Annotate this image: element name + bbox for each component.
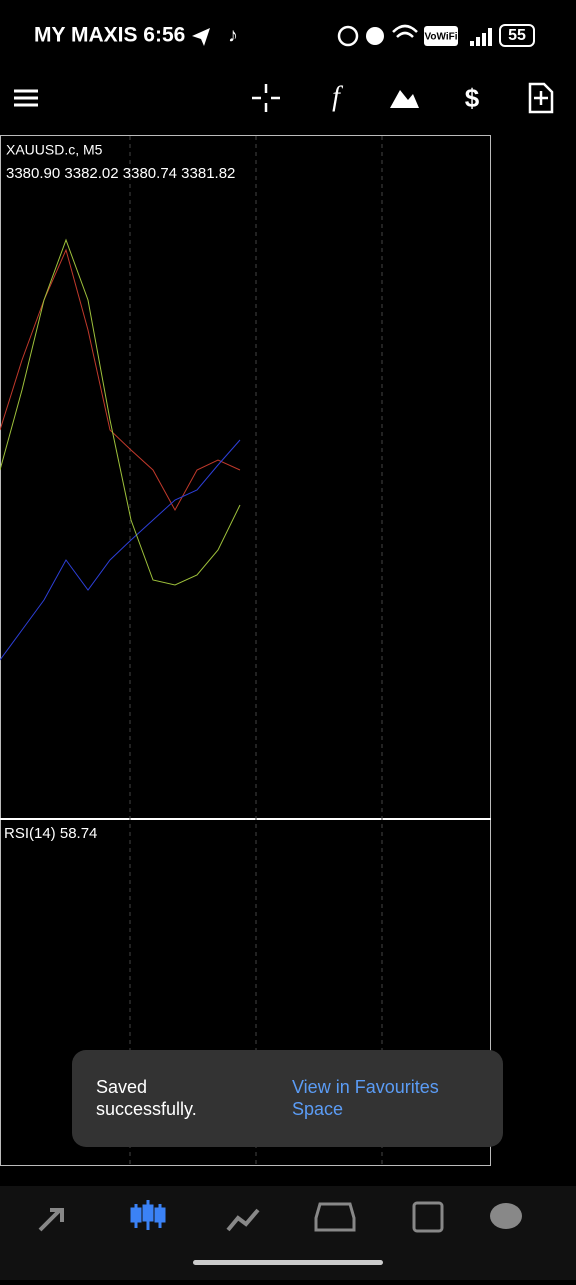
trade-button[interactable]: $ bbox=[465, 83, 480, 113]
new-order-button[interactable] bbox=[528, 82, 554, 114]
menu-button[interactable] bbox=[14, 89, 38, 107]
bottom-nav bbox=[0, 1186, 576, 1280]
moving-average-red bbox=[0, 248, 241, 512]
chart-frame bbox=[0, 135, 491, 1166]
indicators-button[interactable]: f bbox=[332, 81, 343, 112]
messages-tab[interactable] bbox=[490, 1203, 522, 1229]
toast-message-box: Saved successfully. bbox=[96, 1077, 197, 1119]
rsi-label: RSI(14) 58.74 bbox=[4, 825, 97, 842]
battery-icon bbox=[499, 24, 535, 47]
vertical-grid bbox=[129, 136, 383, 1165]
toast-message: Saved successfully. bbox=[96, 1077, 197, 1119]
battery-level: 55 bbox=[508, 27, 526, 44]
wifi-badge: VoWiFi bbox=[424, 32, 457, 43]
objects-button[interactable] bbox=[390, 90, 419, 108]
wifi-badge-bg bbox=[424, 26, 458, 46]
toast-action[interactable]: View in Favourites Space bbox=[292, 1077, 439, 1119]
chart-tab[interactable] bbox=[130, 1200, 166, 1230]
signal-icon bbox=[470, 28, 492, 46]
tiktok-icon: ♪ bbox=[228, 24, 238, 46]
telegram-icon bbox=[192, 28, 210, 46]
toast bbox=[72, 1050, 503, 1147]
moving-average-blue bbox=[0, 439, 241, 661]
symbol-label: XAUUSD.c, M5 bbox=[6, 142, 103, 158]
moving-average-green bbox=[0, 238, 241, 586]
speed-icon bbox=[337, 25, 359, 47]
quotes-tab[interactable] bbox=[38, 1208, 64, 1232]
news-tab[interactable] bbox=[412, 1201, 444, 1233]
home-indicator bbox=[193, 1260, 383, 1265]
toast-action-box: View in Favourites Space bbox=[292, 1077, 439, 1119]
carrier-time: MY MAXIS 6:56 bbox=[34, 24, 185, 47]
trade-tab[interactable] bbox=[226, 1208, 260, 1232]
ohlc-label: 3380.90 3382.02 3380.74 3381.82 bbox=[6, 165, 235, 182]
wifi-icon bbox=[392, 24, 418, 38]
crosshair-button[interactable] bbox=[252, 84, 280, 112]
alarm-icon bbox=[366, 27, 384, 45]
history-tab[interactable] bbox=[314, 1202, 356, 1232]
